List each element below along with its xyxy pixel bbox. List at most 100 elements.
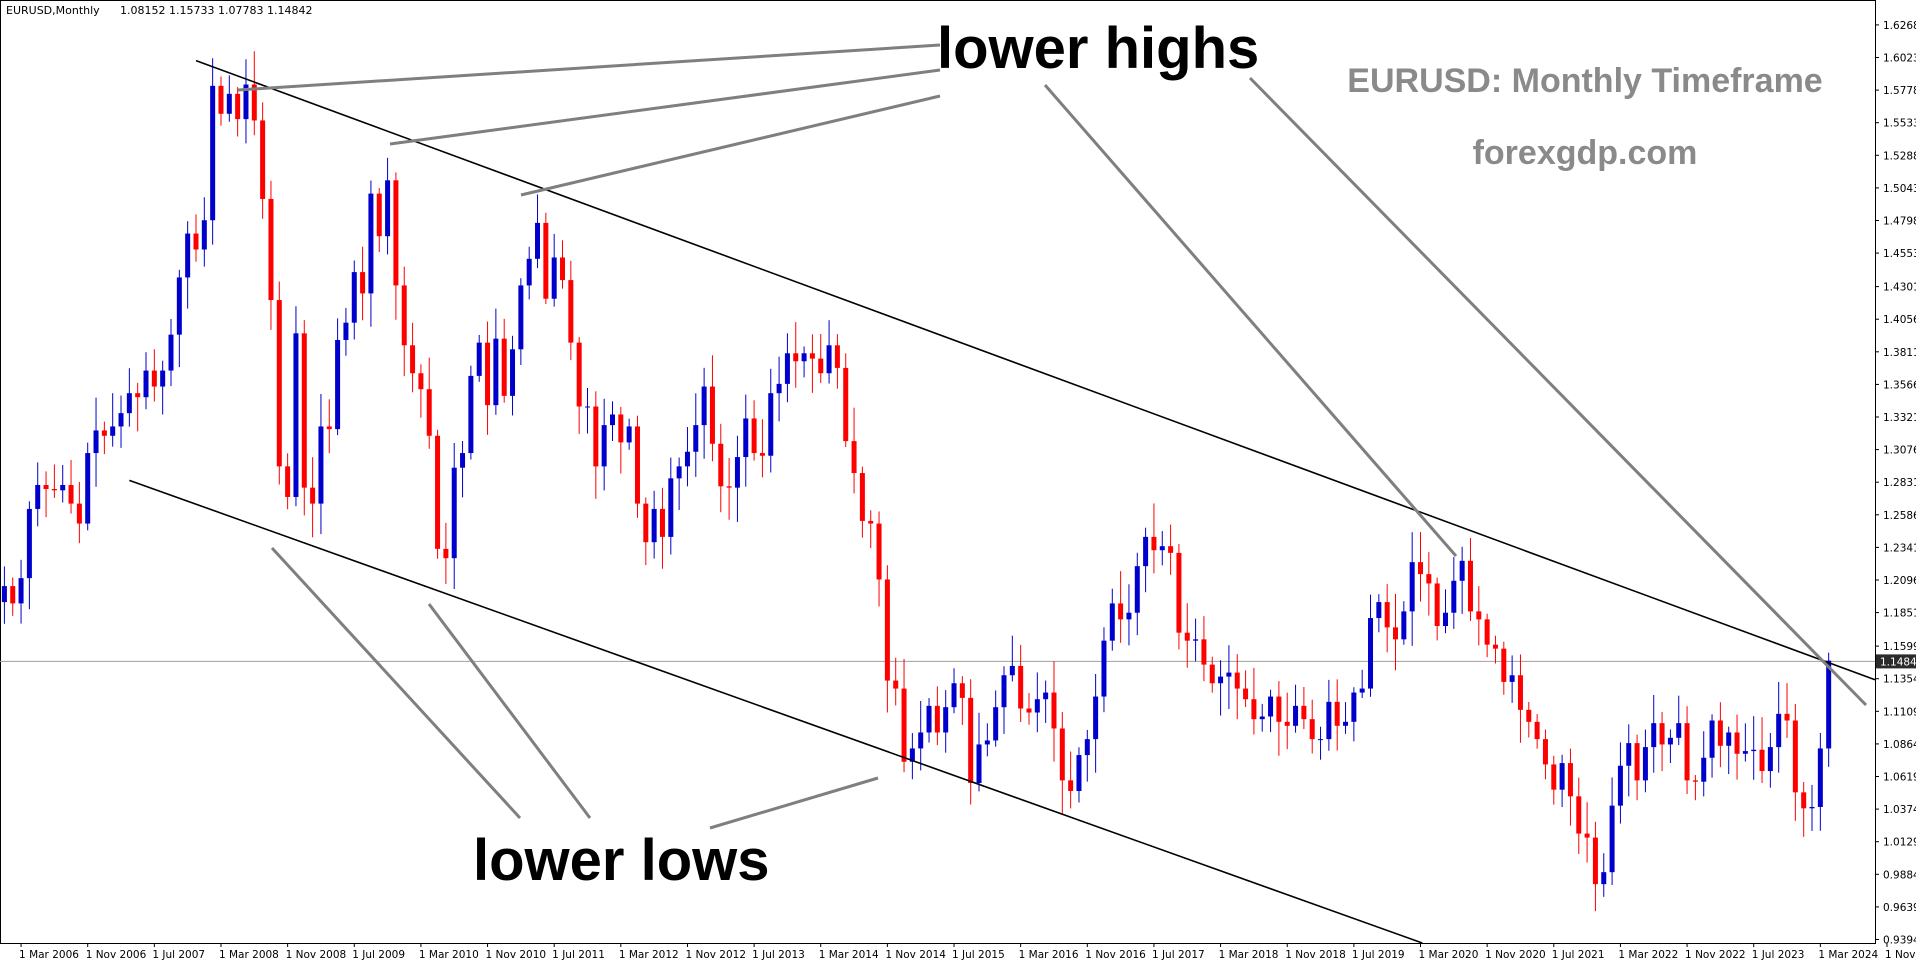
candle (476, 334, 482, 382)
trendlines-group (129, 59, 1876, 944)
bear-candle-body (1784, 713, 1790, 721)
candle (943, 690, 949, 753)
bear-candle-body (709, 386, 715, 444)
candle (834, 334, 840, 389)
bear-candle-body (1243, 688, 1249, 700)
bear-candle-body (1526, 709, 1532, 722)
candle (1334, 679, 1340, 751)
candle (1501, 641, 1507, 695)
candle (1068, 751, 1074, 809)
candle (1051, 661, 1057, 762)
candle (1418, 532, 1423, 602)
candle (485, 321, 491, 435)
bull-candle-body (1134, 566, 1140, 613)
bear-candle-body (418, 373, 424, 390)
x-tick-label: 1 Nov 2024 (1885, 949, 1916, 961)
candle (51, 464, 57, 498)
y-tick-label: 1.25860 (1883, 510, 1916, 522)
bear-candle-body (1534, 721, 1540, 740)
candle (818, 333, 824, 384)
bull-candle-body (1159, 546, 1165, 551)
x-axis: 1 Mar 2006 1 Nov 2006 1 Jul 2007 1 Mar 2008… (19, 943, 1916, 961)
candle (260, 102, 266, 219)
candle (418, 364, 424, 418)
bear-candle-body (543, 222, 549, 299)
candle (1584, 802, 1590, 863)
bull-candle-body (926, 705, 932, 733)
bull-candle-body (510, 349, 516, 396)
bull-candle-body (651, 508, 657, 543)
candle (643, 497, 649, 566)
bull-candle-body (1676, 723, 1682, 738)
bull-candle-body (776, 383, 782, 394)
candle (926, 698, 932, 743)
bull-candle-body (943, 707, 949, 733)
x-tick-label: 1 Jul 2011 (552, 949, 605, 961)
bear-candle-body (1118, 603, 1124, 620)
x-tick-label: 1 Nov 2012 (685, 949, 746, 961)
candle (868, 510, 874, 549)
bear-candle-body (193, 233, 199, 250)
bear-candle-body (276, 300, 282, 467)
bear-candle-body (410, 345, 416, 374)
candle (335, 318, 341, 436)
bull-candle-body (293, 333, 299, 497)
candle (768, 368, 774, 473)
candle (1751, 716, 1757, 780)
candle (1817, 733, 1823, 831)
y-tick-label: 1.11090 (1883, 706, 1916, 718)
candle (1484, 613, 1490, 658)
candle (1376, 594, 1382, 633)
bear-candle-body (268, 198, 274, 301)
bull-candle-body (1751, 749, 1757, 752)
candle (959, 676, 965, 725)
candle (918, 700, 924, 771)
bear-candle-body (751, 418, 757, 454)
bull-candle-body (460, 453, 466, 468)
candle (1401, 601, 1407, 645)
bull-candle-body (626, 426, 632, 443)
candle (10, 577, 16, 616)
candle (68, 460, 74, 514)
bear-candle-body (101, 430, 107, 436)
candle (1101, 627, 1107, 713)
bear-candle-body (884, 579, 890, 681)
candle (951, 668, 957, 714)
bear-candle-body (76, 503, 82, 524)
candle (118, 395, 124, 448)
candle (1534, 714, 1540, 749)
bull-candle-body (609, 414, 615, 426)
y-tick-label: 1.03740 (1883, 804, 1916, 816)
y-tick-label: 1.45530 (1883, 248, 1916, 260)
candle (1276, 681, 1282, 756)
bull-candle-body (1343, 721, 1349, 726)
x-tick-label: 1 Mar 2008 (219, 949, 279, 961)
bear-candle-body (1176, 552, 1182, 633)
bull-candle-body (784, 353, 790, 384)
bear-candle-body (485, 342, 491, 406)
candle (1767, 732, 1773, 788)
candle (360, 246, 366, 321)
candle (693, 393, 699, 477)
candle (535, 194, 541, 269)
candle (1626, 724, 1632, 797)
candle (968, 679, 974, 805)
symbol-header: EURUSD,Monthly (6, 4, 100, 17)
x-tick-label: 1 Jul 2021 (1552, 949, 1605, 961)
candle (1551, 755, 1557, 805)
x-tick-label: 1 Nov 2020 (1485, 949, 1546, 961)
candle (634, 415, 640, 518)
bull-candle-body (476, 342, 482, 376)
y-tick-label: 1.08640 (1883, 739, 1916, 751)
annotation-lower-highs: lower highs (937, 16, 1259, 81)
candle (1143, 527, 1149, 593)
x-tick-label: 1 Jul 2013 (752, 949, 805, 961)
bear-candle-body (435, 435, 441, 549)
candle (1193, 618, 1199, 662)
bull-candle-body (1009, 665, 1015, 676)
y-tick-label: 1.52880 (1883, 150, 1916, 162)
candle (435, 429, 441, 559)
candle (1293, 684, 1299, 733)
candle (1001, 666, 1007, 734)
